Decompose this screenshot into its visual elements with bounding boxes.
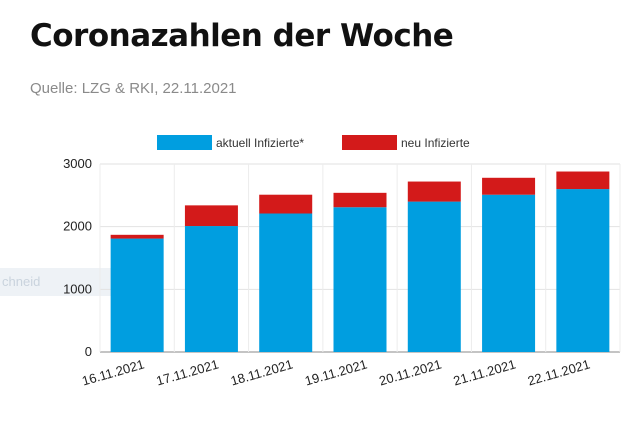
x-axis-ticks: 16.11.2021 17.11.2021 18.11.2021 19.11.2021… bbox=[80, 356, 591, 388]
chart-legend: aktuell Infizierte* neu Infizierte bbox=[157, 135, 470, 150]
x-tick-label: 19.11.2021 bbox=[303, 356, 369, 388]
bar-segment bbox=[482, 177, 536, 195]
y-tick-label: 0 bbox=[85, 344, 92, 359]
x-tick-label: 22.11.2021 bbox=[526, 356, 592, 388]
x-tick-label: 16.11.2021 bbox=[80, 356, 146, 388]
y-axis-ticks: 0 1000 2000 3000 bbox=[63, 156, 92, 359]
bar-segment bbox=[407, 181, 461, 202]
bar-segment bbox=[556, 189, 610, 352]
y-tick-label: 2000 bbox=[63, 219, 92, 234]
bar-segment bbox=[110, 234, 164, 239]
bar-segment bbox=[407, 201, 461, 352]
x-tick-label: 20.11.2021 bbox=[377, 356, 443, 388]
bar-segment bbox=[556, 171, 610, 190]
bar-segment bbox=[259, 213, 313, 352]
x-tick-label: 18.11.2021 bbox=[229, 356, 295, 388]
bar-segment bbox=[184, 226, 238, 352]
legend-label: aktuell Infizierte* bbox=[216, 136, 304, 150]
page-title: Coronazahlen der Woche bbox=[30, 18, 454, 54]
bar-segment bbox=[184, 205, 238, 227]
source-caption: Quelle: LZG & RKI, 22.11.2021 bbox=[30, 80, 237, 97]
legend-label: neu Infizierte bbox=[401, 136, 470, 150]
y-tick-label: 1000 bbox=[63, 281, 92, 296]
x-tick-label: 17.11.2021 bbox=[154, 356, 220, 388]
bars bbox=[110, 171, 610, 352]
bar-segment bbox=[482, 194, 536, 352]
x-tick-label: 21.11.2021 bbox=[452, 356, 518, 388]
bar-segment bbox=[110, 238, 164, 352]
legend-swatch bbox=[157, 135, 212, 150]
bar-segment bbox=[333, 192, 387, 208]
bar-segment bbox=[333, 207, 387, 352]
bar-segment bbox=[259, 194, 313, 214]
y-tick-label: 3000 bbox=[63, 156, 92, 171]
legend-swatch bbox=[342, 135, 397, 150]
